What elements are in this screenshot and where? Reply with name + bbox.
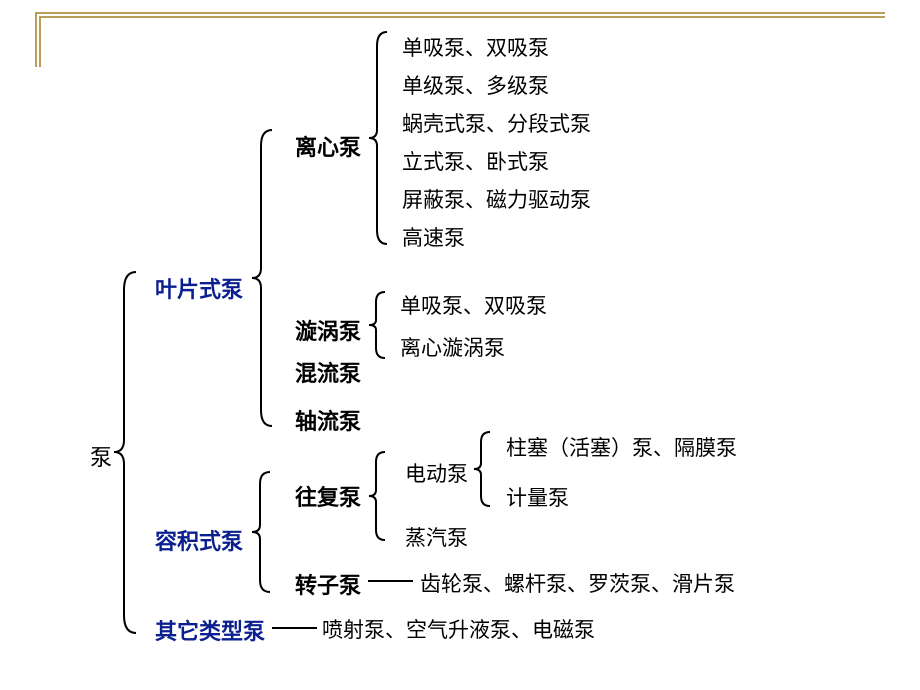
- cat-displacement-pump: 容积式泵: [155, 524, 243, 556]
- sub-axial-flow: 轴流泵: [295, 404, 361, 436]
- leaf-2-1-1-1: 柱塞（活塞）泵、隔膜泵: [506, 432, 737, 462]
- brace-cat1: [250, 128, 278, 428]
- sub-rotor: 转子泵: [295, 568, 361, 600]
- sub-vortex: 漩涡泵: [295, 314, 361, 346]
- brace-root: [112, 270, 142, 635]
- leaf-1-1-4: 立式泵、卧式泵: [402, 146, 549, 176]
- sub-centrifugal: 离心泵: [295, 130, 361, 162]
- leaf-1-1-1: 单吸泵、双吸泵: [402, 32, 549, 62]
- brace-vortex: [367, 290, 389, 360]
- brace-cat2: [250, 470, 276, 594]
- brace-electric: [472, 430, 494, 508]
- line-other: [272, 627, 317, 629]
- brace-reciprocating: [367, 450, 391, 542]
- leaf-rotor-inline: 齿轮泵、螺杆泵、罗茨泵、滑片泵: [420, 568, 735, 598]
- leaf-1-2-1: 单吸泵、双吸泵: [400, 290, 547, 320]
- leaf-1-1-6: 高速泵: [402, 222, 465, 252]
- brace-centrifugal: [367, 30, 393, 246]
- sub-reciprocating: 往复泵: [295, 480, 361, 512]
- leaf-1-1-2: 单级泵、多级泵: [402, 70, 549, 100]
- sub2-steam: 蒸汽泵: [405, 522, 468, 552]
- root-node: 泵: [90, 440, 112, 472]
- leaf-1-2-2: 离心漩涡泵: [400, 332, 505, 362]
- leaf-2-1-1-2: 计量泵: [506, 482, 569, 512]
- sub-mixed-flow: 混流泵: [295, 356, 361, 388]
- leaf-1-1-5: 屏蔽泵、磁力驱动泵: [402, 184, 591, 214]
- line-rotor: [368, 580, 413, 582]
- cat-vane-pump: 叶片式泵: [155, 272, 243, 304]
- sub2-electric: 电动泵: [405, 458, 468, 488]
- cat-other-pump: 其它类型泵: [155, 614, 265, 646]
- leaf-1-1-3: 蜗壳式泵、分段式泵: [402, 108, 591, 138]
- tree-diagram: 泵 叶片式泵 离心泵 单吸泵、双吸泵 单级泵、多级泵 蜗壳式泵、分段式泵 立式泵…: [0, 0, 920, 690]
- leaf-other-inline: 喷射泵、空气升液泵、电磁泵: [322, 614, 595, 644]
